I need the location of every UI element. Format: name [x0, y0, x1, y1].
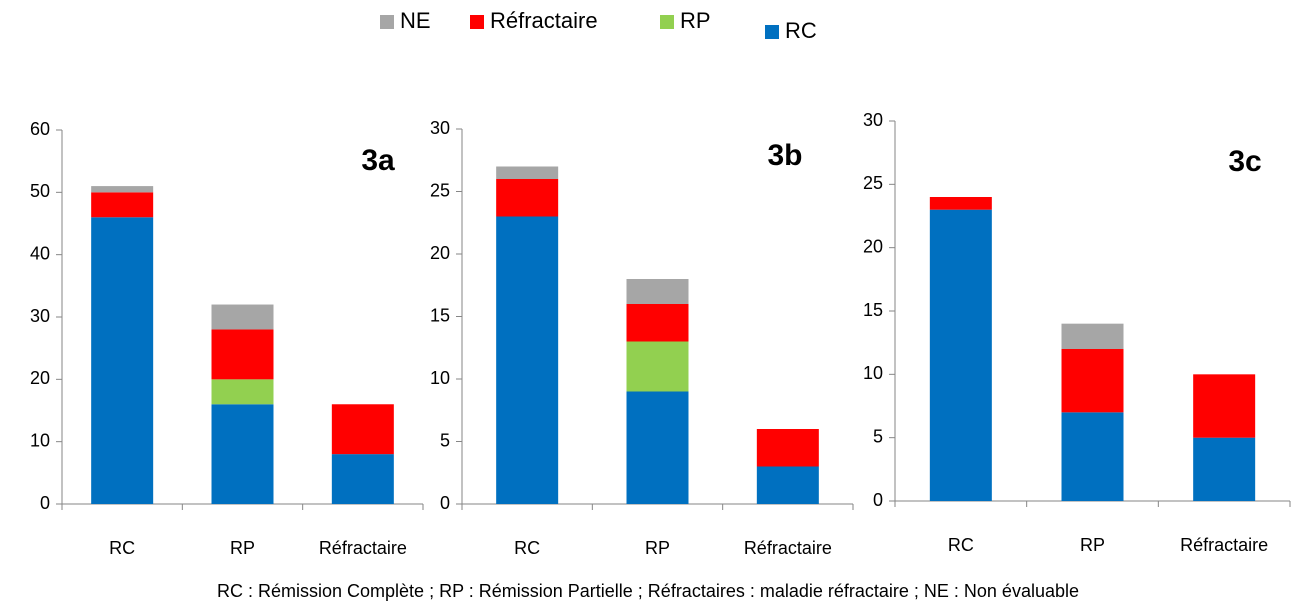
y-tick-label: 10 [30, 430, 50, 450]
bar-segment: RC [1193, 437, 1256, 501]
bar-segment: Réfractaire [756, 429, 819, 467]
bar-segment: RP [626, 341, 689, 392]
bar-segment: Réfractaire [1193, 374, 1256, 438]
y-tick-label: 30 [430, 118, 450, 138]
footnote: RC : Rémission Complète ; RP : Rémission… [217, 581, 1079, 601]
bar-segment: RC [91, 217, 154, 504]
panel-title: 3c [1228, 145, 1261, 178]
legend-label: RC [785, 18, 817, 43]
x-tick-label: RP [645, 538, 670, 558]
y-tick-label: 5 [873, 426, 883, 446]
legend-swatch [765, 25, 779, 39]
x-tick-label: RC [514, 538, 540, 558]
bar-segment: RC [211, 404, 274, 504]
legend-swatch [470, 15, 484, 29]
y-tick-label: 5 [440, 430, 450, 450]
bar-segment: Réfractaire [331, 404, 394, 455]
y-tick-label: 25 [430, 180, 450, 200]
y-tick-label: 20 [430, 243, 450, 263]
bar-segment: RC [929, 209, 992, 501]
y-tick-label: 60 [30, 119, 50, 139]
panel-title: 3a [361, 144, 395, 177]
y-tick-label: 20 [30, 368, 50, 388]
y-tick-label: 25 [863, 173, 883, 193]
bar-segment: RC [756, 466, 819, 504]
bar-segment: Réfractaire [929, 197, 992, 210]
bar-segment: RC [626, 391, 689, 504]
x-tick-label: RP [230, 538, 255, 558]
x-tick-label: Réfractaire [319, 538, 407, 558]
legend-swatch [380, 15, 394, 29]
legend-label: RP [680, 8, 711, 33]
y-tick-label: 10 [863, 363, 883, 383]
y-tick-label: 50 [30, 181, 50, 201]
bar-segment: NE [626, 279, 689, 304]
bar-segment: NE [1061, 323, 1124, 349]
x-tick-label: RC [948, 535, 974, 555]
x-tick-label: RC [109, 538, 135, 558]
y-tick-label: 20 [863, 236, 883, 256]
bar-segment: Réfractaire [91, 192, 154, 218]
y-tick-label: 30 [863, 110, 883, 130]
bar-segment: RP [211, 379, 274, 405]
bar-segment: NE [91, 186, 154, 193]
y-tick-label: 0 [440, 493, 450, 513]
legend-label: NE [400, 8, 431, 33]
y-tick-label: 40 [30, 243, 50, 263]
legend-label: Réfractaire [490, 8, 598, 33]
bar-segment: NE [211, 304, 274, 330]
x-tick-label: RP [1080, 535, 1105, 555]
y-tick-label: 0 [873, 490, 883, 510]
x-tick-label: Réfractaire [744, 538, 832, 558]
bar-segment: RC [496, 216, 559, 504]
bar-segment: Réfractaire [211, 329, 274, 380]
y-tick-label: 10 [430, 368, 450, 388]
bar-segment: RC [1061, 412, 1124, 501]
y-tick-label: 30 [30, 306, 50, 326]
y-tick-label: 15 [863, 300, 883, 320]
bar-segment: Réfractaire [626, 304, 689, 342]
y-tick-label: 0 [40, 493, 50, 513]
bar-segment: RC [331, 454, 394, 504]
y-tick-label: 15 [430, 305, 450, 325]
legend-swatch [660, 15, 674, 29]
bar-segment: NE [496, 166, 559, 179]
bar-segment: Réfractaire [496, 179, 559, 217]
panel-title: 3b [767, 139, 802, 172]
x-tick-label: Réfractaire [1180, 535, 1268, 555]
bar-segment: Réfractaire [1061, 349, 1124, 413]
